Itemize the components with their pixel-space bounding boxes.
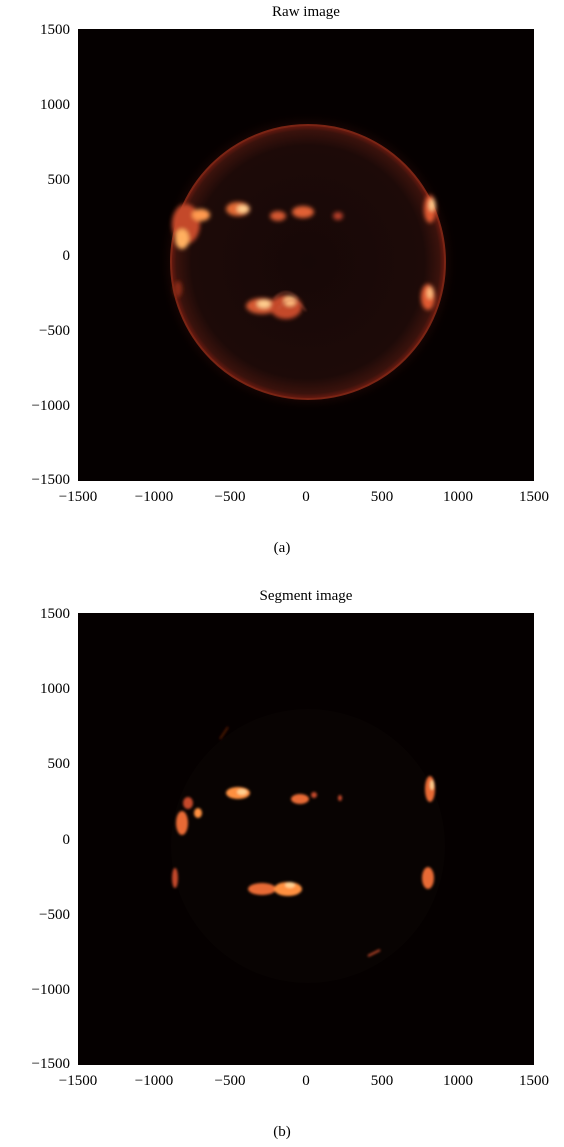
x-tick-label: 0 (302, 489, 310, 505)
x-tick-label: −1000 (134, 489, 174, 505)
x-tick-label: −1500 (58, 1073, 98, 1089)
x-tick-label: −500 (214, 1073, 246, 1089)
segment-solar-image-svg (171, 709, 445, 983)
segment-solar-image (78, 613, 534, 1065)
y-tick-label: 1000 (40, 97, 70, 113)
panel-title: Raw image (272, 4, 340, 20)
panel-segment-image: Segment image (0, 584, 564, 1144)
x-tick-label: 500 (370, 489, 394, 505)
segmented-regions (172, 726, 435, 957)
y-tick-label: 500 (47, 756, 71, 772)
y-tick-label: 0 (62, 832, 71, 848)
y-tick-label: −1500 (31, 1056, 70, 1072)
y-tick-label: −1500 (31, 472, 70, 488)
y-tick-label: −500 (39, 323, 70, 339)
raw-solar-image (78, 29, 534, 481)
y-tick-label: 0 (62, 248, 71, 264)
x-tick-label: 500 (370, 1073, 394, 1089)
active-regions (172, 195, 436, 319)
x-tick-label: 0 (302, 1073, 310, 1089)
y-tick-label: 1500 (40, 22, 70, 38)
x-tick-label: 1000 (443, 489, 473, 505)
x-tick-label: −1500 (58, 489, 98, 505)
x-tick-label: 1500 (519, 489, 549, 505)
y-tick-label: −500 (39, 907, 70, 923)
raw-solar-image-svg (158, 112, 458, 412)
panel-title: Segment image (259, 588, 353, 604)
y-tick-label: −1000 (31, 398, 70, 414)
panel-caption: (a) (273, 540, 291, 556)
x-tick-label: 1000 (443, 1073, 473, 1089)
panel-caption: (b) (273, 1124, 291, 1140)
panel-raw-image: Raw image (0, 0, 564, 560)
y-tick-label: −1000 (31, 982, 70, 998)
y-tick-label: 1500 (40, 606, 70, 622)
solar-disk-mask (171, 709, 445, 983)
solar-disk (170, 124, 446, 400)
x-tick-label: 1500 (519, 1073, 549, 1089)
y-tick-label: 1000 (40, 681, 70, 697)
x-tick-label: −1000 (134, 1073, 174, 1089)
y-tick-label: 500 (47, 172, 71, 188)
x-tick-label: −500 (214, 489, 246, 505)
